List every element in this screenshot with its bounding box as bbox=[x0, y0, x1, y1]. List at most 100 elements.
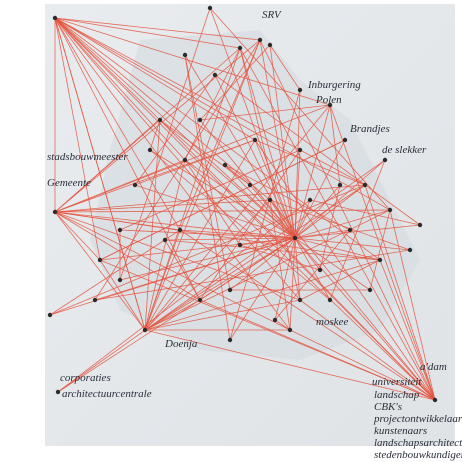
string bbox=[229, 89, 301, 341]
string bbox=[364, 184, 436, 401]
string bbox=[57, 159, 386, 393]
pin bbox=[297, 147, 303, 153]
handwritten-label: architectuurcentrale bbox=[62, 388, 152, 400]
string bbox=[54, 211, 146, 331]
string bbox=[209, 7, 391, 211]
string bbox=[149, 119, 161, 151]
pin bbox=[182, 52, 188, 58]
string bbox=[99, 259, 146, 331]
string bbox=[209, 7, 296, 239]
string bbox=[144, 299, 201, 331]
string bbox=[144, 119, 161, 331]
handwritten-label: kunstenaars bbox=[374, 425, 427, 437]
handwritten-label: moskee bbox=[316, 316, 348, 328]
pin bbox=[142, 327, 148, 333]
pin bbox=[117, 277, 123, 283]
string bbox=[94, 249, 411, 301]
string bbox=[54, 17, 256, 141]
string bbox=[134, 74, 216, 186]
string bbox=[239, 244, 321, 271]
string bbox=[94, 39, 261, 301]
pin bbox=[162, 237, 168, 243]
pin bbox=[317, 267, 323, 273]
string bbox=[54, 211, 181, 231]
pin bbox=[52, 209, 58, 215]
pin bbox=[237, 242, 243, 248]
string bbox=[54, 211, 301, 301]
labels: SRV Inburgering Polen Brandjes de slekker sta… bbox=[47, 9, 462, 461]
string bbox=[54, 17, 146, 331]
pin bbox=[132, 182, 138, 188]
string bbox=[329, 104, 436, 401]
string bbox=[54, 17, 366, 186]
handwritten-label: Doenja bbox=[164, 338, 198, 350]
string bbox=[164, 237, 296, 241]
pin bbox=[55, 389, 61, 395]
string bbox=[299, 299, 436, 401]
string bbox=[199, 44, 271, 121]
string bbox=[294, 184, 366, 239]
string bbox=[274, 319, 291, 331]
string bbox=[214, 74, 421, 226]
string bbox=[54, 17, 241, 49]
pin bbox=[97, 257, 103, 263]
string bbox=[144, 299, 301, 331]
string bbox=[259, 39, 296, 239]
string bbox=[54, 17, 296, 239]
string bbox=[299, 259, 381, 301]
string bbox=[289, 237, 296, 331]
handwritten-label: landschap bbox=[374, 389, 420, 401]
pin bbox=[212, 72, 218, 78]
string bbox=[199, 119, 296, 239]
string bbox=[294, 104, 331, 239]
pin bbox=[92, 297, 98, 303]
string bbox=[54, 104, 331, 213]
handwritten-label: universiteit bbox=[372, 376, 422, 388]
string bbox=[54, 17, 181, 231]
handwritten-label: Gemeente bbox=[47, 177, 91, 189]
string bbox=[57, 199, 311, 393]
string bbox=[144, 47, 241, 331]
string bbox=[269, 199, 291, 331]
string bbox=[159, 119, 251, 186]
handwritten-label: landschapsarchitecten bbox=[374, 437, 462, 449]
string bbox=[214, 74, 296, 239]
handwritten-label: Inburgering bbox=[307, 79, 361, 91]
string bbox=[274, 229, 351, 321]
string bbox=[259, 39, 436, 401]
pin bbox=[267, 197, 273, 203]
handwritten-label: CBK's bbox=[374, 401, 402, 413]
string bbox=[184, 54, 231, 291]
string bbox=[329, 159, 386, 301]
string bbox=[144, 329, 436, 401]
pin bbox=[432, 397, 438, 403]
string bbox=[184, 159, 241, 246]
pin bbox=[292, 235, 298, 241]
pin bbox=[267, 42, 273, 48]
pin bbox=[182, 157, 188, 163]
string bbox=[224, 164, 296, 239]
handwritten-label: corporaties bbox=[60, 372, 111, 384]
string bbox=[54, 17, 436, 401]
string bbox=[269, 199, 436, 401]
string bbox=[54, 199, 271, 213]
string bbox=[294, 237, 371, 291]
pin bbox=[287, 327, 293, 333]
string bbox=[54, 119, 161, 213]
string bbox=[254, 139, 366, 186]
pins bbox=[47, 5, 438, 403]
pin bbox=[362, 182, 368, 188]
string bbox=[54, 17, 261, 41]
string bbox=[54, 211, 201, 301]
string bbox=[254, 139, 436, 401]
string bbox=[319, 184, 341, 271]
string bbox=[289, 329, 436, 401]
string bbox=[294, 159, 386, 239]
handwritten-label: Brandjes bbox=[350, 123, 390, 135]
handwritten-label: stadsbouwmeester bbox=[47, 151, 128, 163]
pin bbox=[387, 207, 393, 213]
string bbox=[269, 44, 296, 239]
string bbox=[54, 159, 186, 213]
pin bbox=[252, 137, 258, 143]
string bbox=[54, 17, 301, 301]
